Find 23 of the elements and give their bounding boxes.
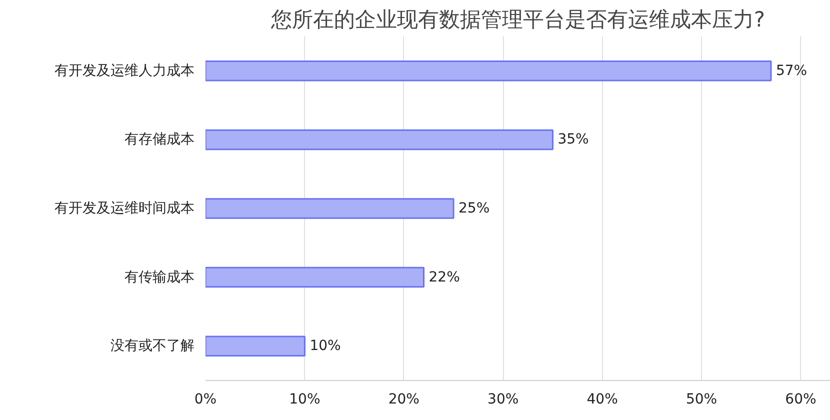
x-tick-label: 30% <box>488 392 519 408</box>
data-label: 22% <box>428 269 460 286</box>
bar <box>206 266 425 288</box>
y-tick-label: 有开发及运维人力成本 <box>54 62 194 79</box>
y-tick-label: 有存储成本 <box>124 132 194 148</box>
x-tick-label: 40% <box>586 392 618 408</box>
x-tick-label: 0% <box>194 392 217 408</box>
bar <box>206 198 454 219</box>
bar <box>206 129 554 150</box>
x-tick-label: 50% <box>686 392 718 408</box>
bar <box>206 60 772 82</box>
data-label: 25% <box>458 200 490 216</box>
data-label: 35% <box>558 132 589 148</box>
data-label: 10% <box>310 338 341 354</box>
y-tick-label: 有开发及运维时间成本 <box>54 200 194 216</box>
data-label: 57% <box>776 62 808 79</box>
x-tick-label: 20% <box>388 392 420 408</box>
x-tick-label: 10% <box>289 392 320 408</box>
y-tick-label: 有传输成本 <box>124 269 194 286</box>
bar <box>206 336 306 356</box>
y-tick-label: 没有或不了解 <box>110 338 194 354</box>
chart-title: 您所在的企业现有数据管理平台是否有运维成本压力? <box>270 8 766 32</box>
x-tick-label: 60% <box>785 392 816 408</box>
